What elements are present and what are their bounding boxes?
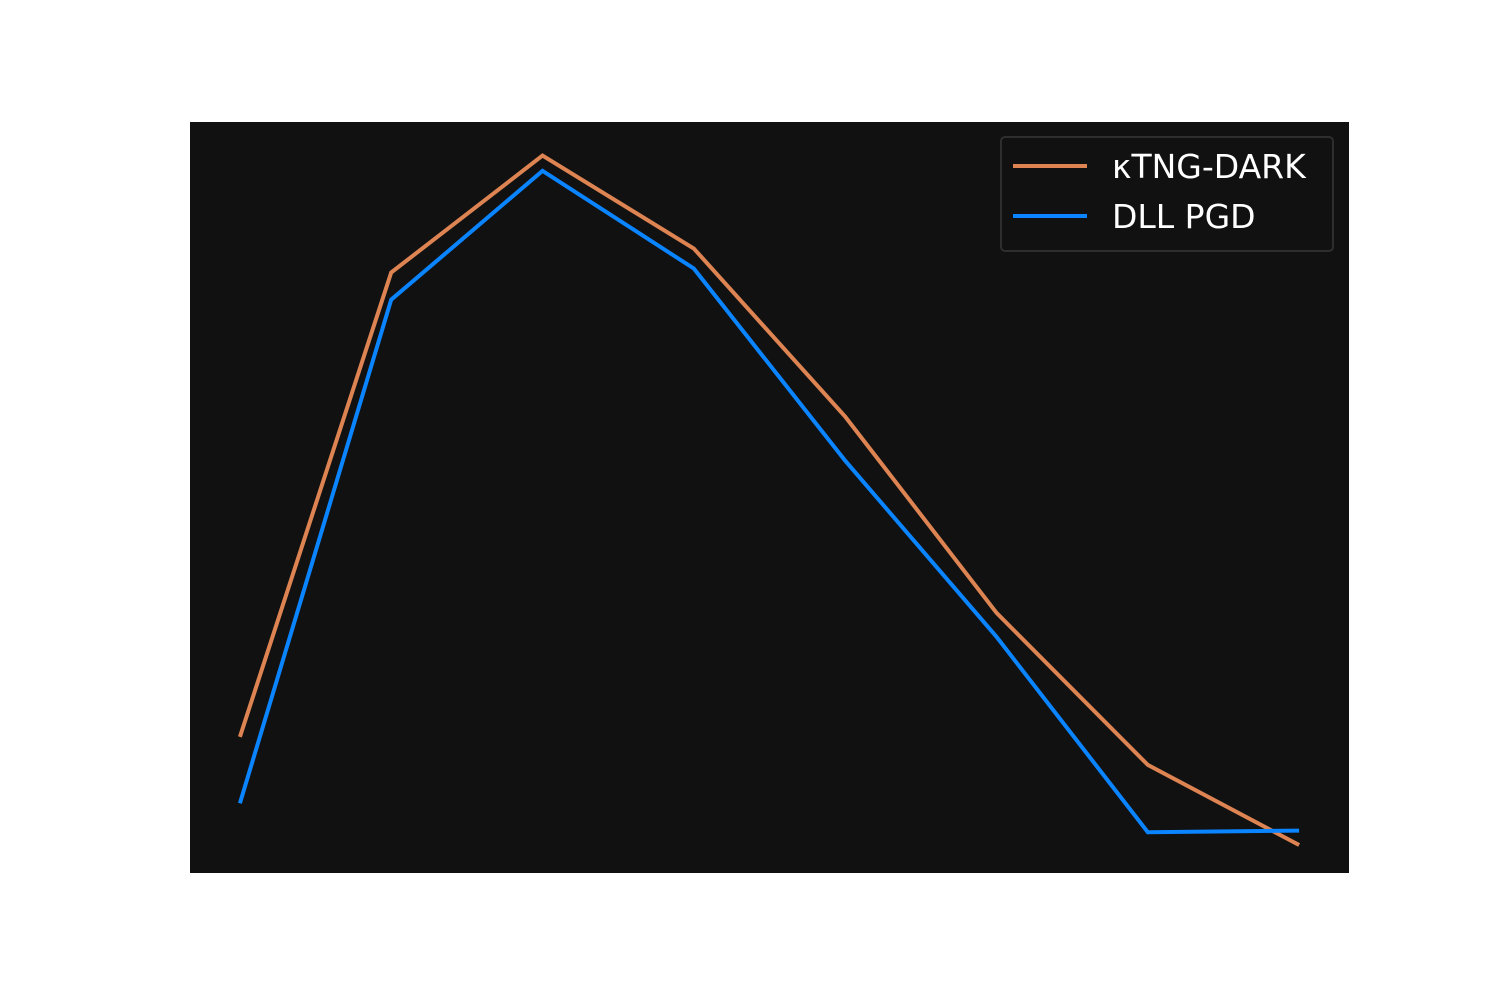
legend-label-dll-pgd: DLL PGD: [1112, 197, 1256, 236]
legend-label-ktng-dark: κTNG-DARK: [1112, 147, 1307, 186]
series-lines: [237, 153, 1301, 847]
legend: κTNG-DARK DLL PGD: [1000, 136, 1334, 252]
series-line-dll-pgd: [237, 168, 1300, 835]
series-line-tng-dark: [237, 153, 1301, 847]
